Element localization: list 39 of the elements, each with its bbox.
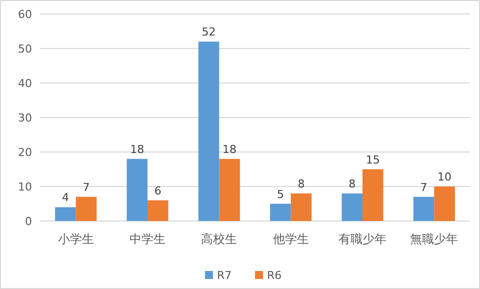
bar xyxy=(434,186,455,221)
bar xyxy=(76,196,97,221)
data-label: 10 xyxy=(438,170,452,184)
x-tick-label: 小学生 xyxy=(58,232,94,246)
y-tick-label: 50 xyxy=(18,42,32,56)
bar xyxy=(362,169,384,221)
y-tick-label: 20 xyxy=(18,146,32,159)
data-label: 8 xyxy=(348,177,356,190)
y-tick-label: 30 xyxy=(18,112,32,124)
y-tick-label: 40 xyxy=(18,77,32,90)
data-label: 4 xyxy=(62,191,69,204)
data-label: 7 xyxy=(420,180,428,194)
x-tick-label: 中学生 xyxy=(130,232,166,246)
bar xyxy=(342,193,362,221)
x-tick-label: 高校生 xyxy=(201,232,238,246)
y-tick-label: 0 xyxy=(25,215,32,228)
data-label: 15 xyxy=(366,153,380,166)
data-label: 7 xyxy=(82,180,90,194)
x-tick-label: 有職少年 xyxy=(338,232,386,246)
bar xyxy=(55,207,76,221)
data-label: 8 xyxy=(298,177,305,190)
data-label: 18 xyxy=(222,142,237,156)
bar xyxy=(270,204,291,221)
data-label: 6 xyxy=(154,184,162,198)
x-tick-label: 無職少年 xyxy=(410,232,458,246)
y-tick-label: 60 xyxy=(18,8,32,21)
bar xyxy=(198,42,220,221)
data-label: 18 xyxy=(130,142,144,156)
bar xyxy=(290,193,312,221)
legend-label: R7 xyxy=(217,269,232,282)
y-tick-label: 10 xyxy=(18,180,32,194)
bar xyxy=(126,158,148,221)
legend-label: R6 xyxy=(267,269,282,282)
bar xyxy=(219,158,240,221)
data-label: 5 xyxy=(276,188,284,201)
bar xyxy=(413,196,434,221)
data-label: 52 xyxy=(202,26,216,39)
bar xyxy=(148,200,168,221)
x-tick-label: 他学生 xyxy=(272,232,309,246)
